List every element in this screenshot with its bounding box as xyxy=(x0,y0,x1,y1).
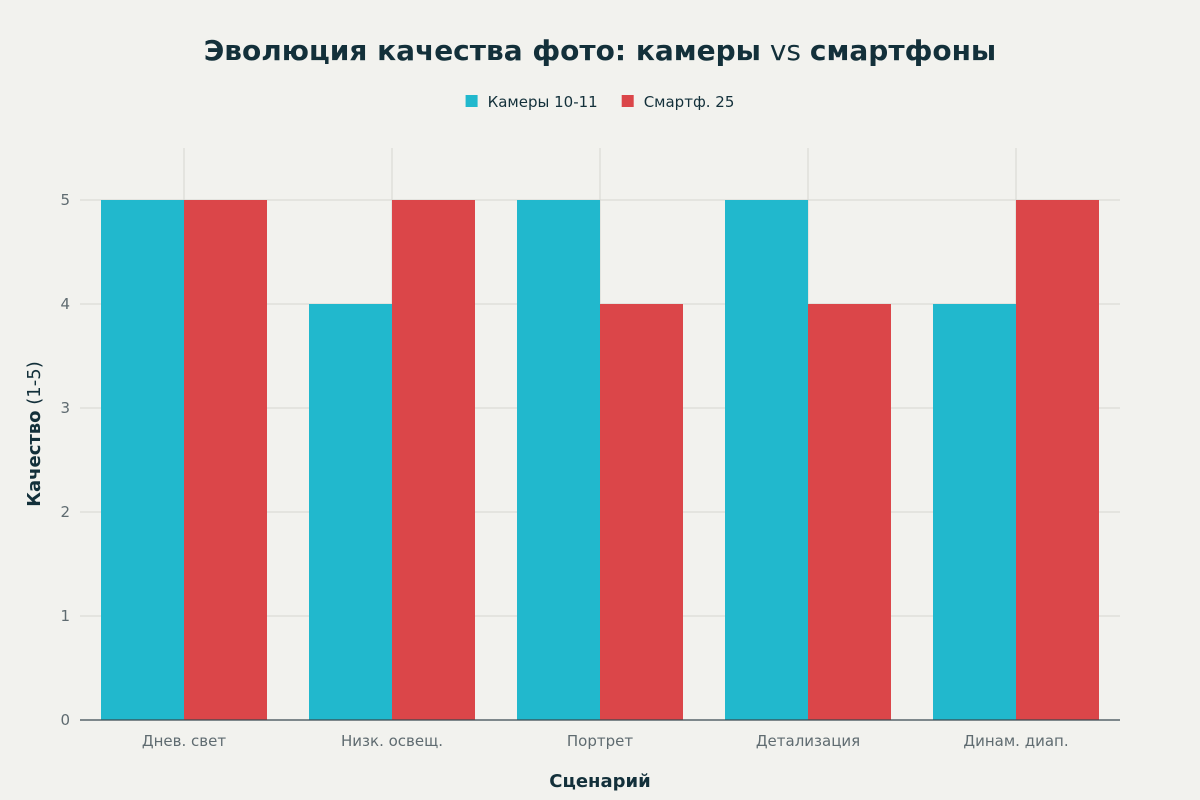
bar-smartphones xyxy=(392,200,475,720)
x-tick-label: Низк. освещ. xyxy=(341,732,443,750)
bar-cameras xyxy=(309,304,392,720)
legend-swatch xyxy=(465,95,478,107)
bar-smartphones xyxy=(1016,200,1099,720)
legend: Камеры 10-11 Смартф. 25 xyxy=(465,93,735,111)
y-tick-labels: 0 1 2 3 4 5 xyxy=(60,191,70,729)
y-tick-label: 1 xyxy=(60,607,70,625)
x-tick-label: Динам. диап. xyxy=(963,732,1068,750)
y-tick-label: 5 xyxy=(60,191,70,209)
chart-title-part: камеры xyxy=(636,34,761,67)
y-tick-label: 4 xyxy=(60,295,70,313)
legend-label: Смартф. 25 xyxy=(644,93,735,111)
chart-title-part: vs xyxy=(761,34,810,67)
y-tick-label: 2 xyxy=(60,503,70,521)
legend-item: Смартф. 25 xyxy=(621,93,735,111)
chart-title-part: смартфоны xyxy=(810,34,996,67)
x-tick-labels: Днев. свет Низк. освещ. Портрет Детализация… xyxy=(142,732,1069,750)
y-axis-title: Качество (1-5) xyxy=(24,361,45,506)
x-tick-label: Портрет xyxy=(567,732,633,750)
bar-smartphones xyxy=(184,200,267,720)
y-tick-label: 3 xyxy=(60,399,70,417)
legend-item: Камеры 10-11 xyxy=(465,93,598,111)
bar-smartphones xyxy=(808,304,891,720)
bar-smartphones xyxy=(600,304,683,720)
chart-title-part: : xyxy=(615,34,636,67)
chart-title: Эволюция качества фото: камеры vs смартф… xyxy=(204,34,997,67)
bar-cameras xyxy=(933,304,1016,720)
x-axis-title: Сценарий xyxy=(549,771,650,792)
legend-label: Камеры 10-11 xyxy=(488,93,598,111)
x-tick-label: Детализация xyxy=(756,732,860,750)
chart-title-part: Эволюция качества фото xyxy=(204,34,615,67)
legend-swatch xyxy=(621,95,634,107)
bar-cameras xyxy=(725,200,808,720)
y-axis-title-main: Качество xyxy=(24,410,45,506)
bars xyxy=(101,200,1099,720)
bar-cameras xyxy=(101,200,184,720)
bar-cameras xyxy=(517,200,600,720)
y-tick-label: 0 xyxy=(60,711,70,729)
x-tick-label: Днев. свет xyxy=(142,732,226,750)
y-axis-title-unit: (1-5) xyxy=(24,361,45,410)
